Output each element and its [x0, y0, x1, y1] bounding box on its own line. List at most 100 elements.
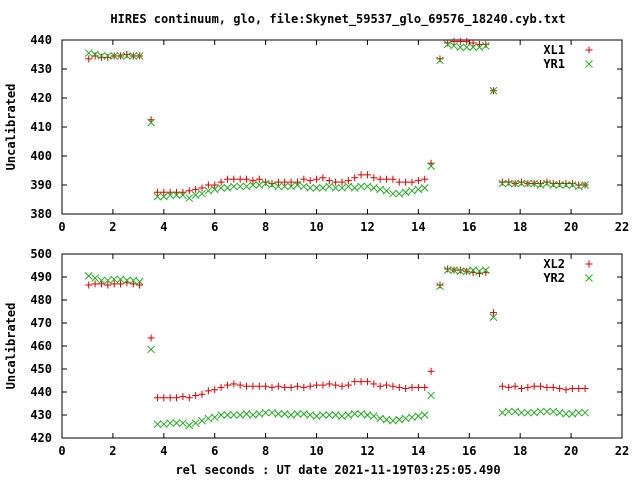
- data-point-xl1: [505, 178, 513, 186]
- data-point-yr2: [242, 409, 251, 418]
- data-point-yr1: [511, 179, 519, 188]
- data-point-yr2: [414, 412, 423, 421]
- top-axes: 0 2 4 6 8 10 12 14 16 18 20 22 380 390 400 410 420 430 440: [30, 33, 629, 234]
- data-point-yr2: [204, 414, 213, 423]
- data-point-yr2: [504, 407, 513, 416]
- data-point-xl1: [444, 39, 452, 47]
- data-point-yr2: [568, 409, 577, 418]
- data-point-yr1: [530, 179, 539, 188]
- data-point-xl2: [505, 383, 513, 391]
- data-point-xl2: [217, 383, 225, 391]
- data-point-xl1: [249, 177, 257, 185]
- data-point-yr1: [498, 179, 507, 188]
- data-point-yr1: [268, 181, 276, 189]
- data-point-yr1: [344, 182, 353, 191]
- x-tick-label: 10: [309, 444, 323, 458]
- data-point-xl2: [319, 381, 327, 389]
- data-point-xl2: [85, 281, 93, 289]
- x-tick-label: 22: [615, 444, 629, 458]
- data-point-xl2: [556, 385, 564, 393]
- y-tick-label: 400: [30, 149, 52, 163]
- data-point-yr2: [249, 411, 257, 419]
- top-legend: XL1 YR1: [543, 43, 593, 71]
- data-point-xl1: [370, 174, 378, 182]
- data-point-xl2: [160, 394, 168, 402]
- legend-label-xl2: XL2: [543, 257, 565, 271]
- y-tick-label: 480: [30, 293, 52, 307]
- data-point-yr1: [319, 184, 327, 192]
- data-point-xl2: [511, 382, 519, 390]
- data-point-xl2: [549, 383, 557, 391]
- data-point-xl1: [338, 178, 346, 186]
- data-point-yr2: [306, 411, 315, 419]
- data-point-xl1: [268, 180, 276, 188]
- data-point-yr1: [420, 184, 429, 192]
- data-point-xl2: [287, 383, 295, 391]
- data-point-yr2: [217, 411, 225, 419]
- data-point-xl2: [192, 391, 200, 399]
- x-tick-label: 6: [211, 220, 218, 234]
- data-point-yr1: [436, 56, 444, 65]
- data-point-xl1: [556, 180, 564, 188]
- data-point-yr2: [147, 345, 155, 354]
- data-point-xl1: [204, 181, 212, 189]
- y-tick-label: 490: [30, 270, 52, 284]
- data-point-xl2: [489, 309, 497, 317]
- data-point-yr1: [261, 179, 270, 188]
- y-tick-label: 420: [30, 431, 52, 445]
- x-tick-label: 4: [160, 220, 167, 234]
- data-point-yr1: [350, 184, 359, 192]
- bottom-legend: XL2 YR2: [543, 257, 593, 285]
- top-panel: Uncalibrated 0 2 4 6 8 10 12 14 16 18 20 22 380 390 40…: [4, 33, 629, 234]
- data-point-yr2: [369, 412, 378, 421]
- data-point-yr2: [475, 267, 484, 276]
- data-point-xl1: [287, 178, 295, 186]
- legend-marker-xl2: [585, 260, 593, 268]
- data-point-xl1: [414, 177, 422, 185]
- data-point-yr1: [116, 52, 125, 60]
- data-point-xl1: [281, 178, 289, 186]
- bottom-y-axis-label: Uncalibrated: [4, 303, 18, 390]
- data-point-xl1: [543, 178, 551, 186]
- data-point-xl1: [217, 178, 225, 186]
- data-point-yr2: [338, 412, 346, 421]
- data-point-xl1: [319, 174, 327, 182]
- data-point-yr2: [469, 266, 477, 274]
- data-point-xl1: [568, 180, 576, 188]
- data-point-xl2: [344, 381, 352, 389]
- data-point-xl2: [568, 385, 576, 393]
- data-point-yr2: [350, 409, 359, 418]
- data-point-xl2: [268, 383, 276, 391]
- data-point-xl2: [338, 382, 346, 390]
- data-point-yr2: [382, 415, 391, 424]
- data-point-xl2: [281, 383, 289, 391]
- data-point-xl2: [395, 383, 403, 391]
- data-point-yr2: [498, 408, 507, 417]
- data-point-yr1: [481, 41, 490, 50]
- data-point-yr2: [555, 408, 564, 417]
- data-point-yr1: [517, 179, 526, 188]
- data-point-xl2: [262, 382, 270, 390]
- data-point-yr2: [319, 411, 327, 419]
- x-tick-label: 18: [513, 444, 527, 458]
- x-tick-label: 0: [58, 220, 65, 234]
- data-point-xl2: [147, 334, 155, 342]
- data-point-xl1: [332, 178, 340, 186]
- data-point-xl2: [136, 281, 144, 289]
- data-point-yr1: [357, 182, 365, 191]
- data-point-xl2: [293, 382, 301, 390]
- data-point-yr1: [401, 188, 410, 197]
- data-point-yr2: [523, 408, 532, 417]
- data-point-yr2: [179, 419, 187, 427]
- y-tick-label: 440: [30, 385, 52, 399]
- y-tick-label: 450: [30, 362, 52, 376]
- data-point-yr2: [299, 409, 308, 418]
- data-point-xl1: [575, 181, 583, 189]
- x-tick-label: 2: [109, 220, 116, 234]
- data-point-yr1: [382, 186, 391, 195]
- data-point-xl1: [421, 175, 429, 183]
- data-point-yr2: [357, 409, 365, 418]
- data-point-yr2: [287, 411, 295, 419]
- data-point-yr2: [389, 416, 397, 425]
